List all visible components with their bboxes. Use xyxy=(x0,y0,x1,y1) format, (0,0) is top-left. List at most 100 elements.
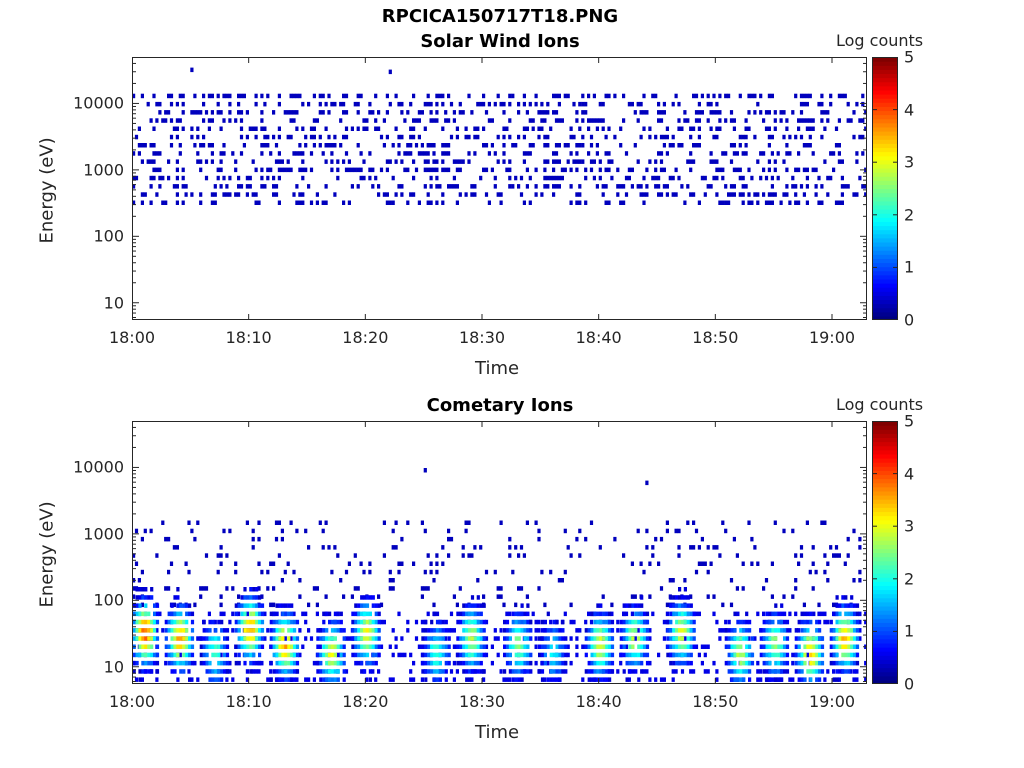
data-pixel xyxy=(732,536,736,542)
burst-pixel xyxy=(742,619,746,625)
data-pixel xyxy=(709,159,713,164)
data-pixel xyxy=(307,677,311,682)
burst-pixel xyxy=(441,619,445,625)
data-pixel xyxy=(744,118,748,123)
colorbar-swatch xyxy=(872,523,898,529)
burst-pixel xyxy=(295,644,300,649)
data-pixel xyxy=(164,200,168,205)
burst-pixel xyxy=(730,669,734,674)
burst-pixel xyxy=(809,611,813,617)
data-pixel xyxy=(219,652,223,658)
burst-pixel xyxy=(237,636,241,641)
burst-pixel xyxy=(514,611,518,617)
burst-pixel xyxy=(476,611,480,617)
data-pixel xyxy=(470,184,474,189)
burst-pixel xyxy=(138,603,142,608)
data-pixel xyxy=(709,126,713,131)
burst-pixel xyxy=(540,644,545,649)
burst-pixel xyxy=(190,619,195,625)
colorbar-swatch xyxy=(872,651,898,656)
data-pixel xyxy=(633,143,637,148)
burst-pixel xyxy=(596,636,600,641)
burst-pixel xyxy=(503,669,507,674)
burst-pixel xyxy=(269,660,273,666)
data-pixel xyxy=(665,134,669,140)
data-pixel xyxy=(677,126,681,131)
burst-pixel xyxy=(293,677,297,682)
data-pixel xyxy=(531,143,535,148)
data-pixel xyxy=(554,118,559,123)
data-pixel xyxy=(762,151,766,156)
burst-pixel xyxy=(625,636,629,641)
colorbar-swatch xyxy=(872,209,898,214)
burst-pixel xyxy=(322,628,326,633)
data-pixel xyxy=(409,192,413,197)
data-pixel xyxy=(301,101,305,107)
burst-pixel xyxy=(354,628,358,633)
burst-pixel xyxy=(211,619,215,625)
burst-pixel xyxy=(730,628,734,633)
burst-pixel xyxy=(141,660,145,666)
burst-pixel xyxy=(456,652,460,658)
burst-pixel xyxy=(208,636,212,641)
data-pixel xyxy=(721,520,725,525)
data-pixel xyxy=(753,93,757,99)
data-pixel xyxy=(797,628,801,633)
burst-pixel xyxy=(608,628,612,633)
burst-pixel xyxy=(427,636,431,641)
burst-pixel xyxy=(482,652,486,658)
burst-pixel xyxy=(462,603,466,608)
data-pixel xyxy=(654,677,658,682)
data-pixel xyxy=(843,93,847,99)
data-pixel xyxy=(683,636,687,641)
colorbar-swatch xyxy=(872,453,898,459)
data-pixel xyxy=(222,143,226,148)
colorbar-swatch xyxy=(872,287,898,292)
data-pixel xyxy=(668,175,672,181)
data-pixel xyxy=(493,151,497,156)
burst-pixel xyxy=(815,644,819,649)
data-pixel xyxy=(764,126,769,131)
colorbar-swatch xyxy=(872,246,898,251)
burst-pixel xyxy=(829,619,833,625)
colorbar-swatch xyxy=(872,647,898,652)
burst-pixel xyxy=(220,669,224,674)
data-pixel xyxy=(808,126,812,131)
burst-pixel xyxy=(368,619,372,625)
data-pixel xyxy=(493,101,497,107)
data-pixel xyxy=(397,134,401,140)
data-pixel xyxy=(522,159,526,164)
data-pixel xyxy=(152,175,156,181)
colorbar-swatch xyxy=(872,155,898,161)
burst-pixel xyxy=(444,677,448,682)
data-pixel xyxy=(330,159,334,164)
data-pixel xyxy=(175,192,179,197)
burst-pixel xyxy=(675,644,679,649)
data-pixel xyxy=(697,101,701,107)
data-pixel xyxy=(852,528,856,534)
data-pixel xyxy=(155,101,159,107)
data-pixel xyxy=(496,586,500,591)
colorbar-swatch xyxy=(872,503,898,508)
burst-pixel xyxy=(517,669,521,674)
data-pixel xyxy=(251,192,255,197)
burst-pixel xyxy=(832,677,836,682)
burst-pixel xyxy=(543,644,547,649)
burst-pixel xyxy=(517,644,521,649)
data-pixel xyxy=(718,93,722,99)
burst-pixel xyxy=(325,652,329,658)
burst-pixel xyxy=(584,669,588,674)
data-pixel xyxy=(692,669,696,674)
y-tick-label: 10 xyxy=(103,293,124,313)
burst-pixel xyxy=(258,603,262,608)
data-pixel xyxy=(260,569,264,575)
burst-pixel xyxy=(645,636,650,641)
data-pixel xyxy=(794,586,798,591)
burst-pixel xyxy=(170,636,174,641)
data-pixel xyxy=(321,200,325,205)
data-pixel xyxy=(788,677,792,682)
data-pixel xyxy=(455,159,459,164)
data-pixel xyxy=(374,126,378,131)
burst-pixel xyxy=(783,611,787,617)
burst-pixel xyxy=(325,628,329,633)
